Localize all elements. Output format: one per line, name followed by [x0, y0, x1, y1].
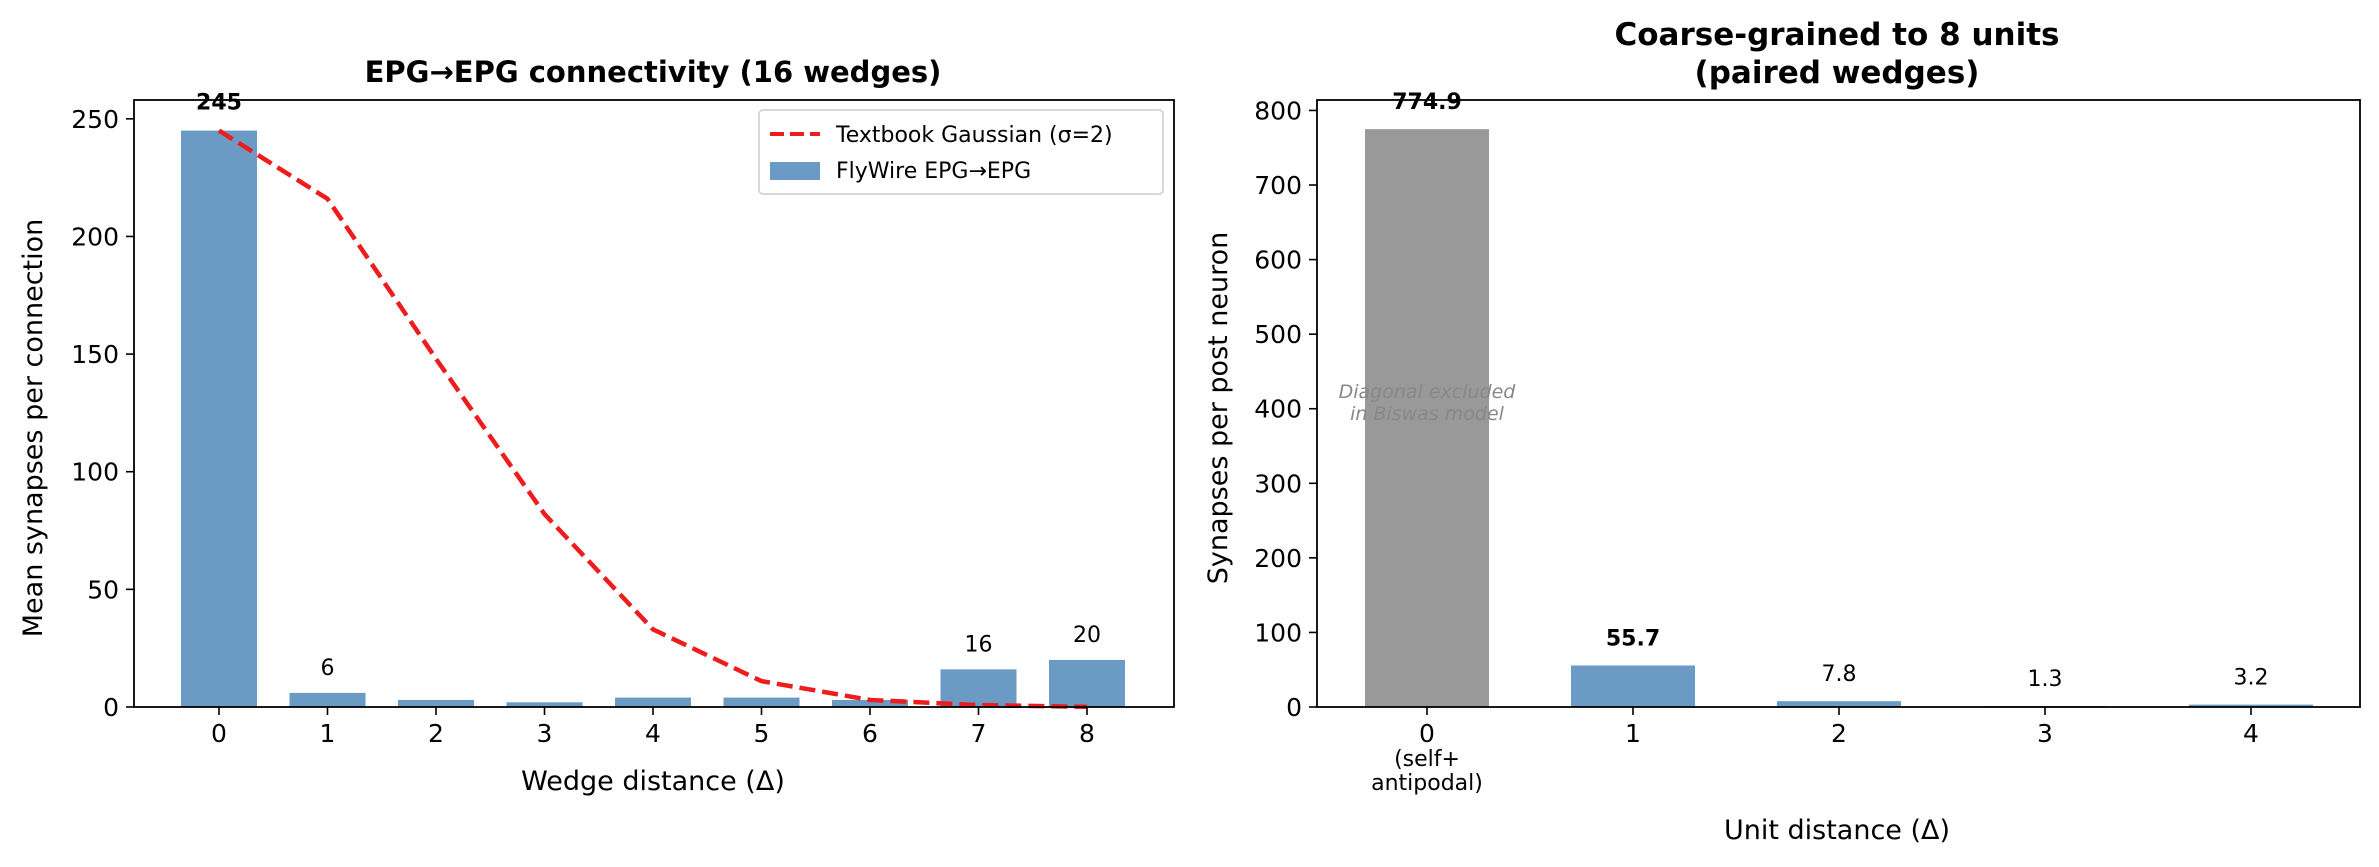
flywire-bar	[289, 692, 366, 707]
flywire-bar	[723, 697, 800, 707]
unit-bar	[2189, 704, 2313, 707]
flywire-bar	[940, 669, 1017, 707]
y-tick-label: 200	[1254, 544, 1302, 573]
bar-data-label: 6	[321, 656, 335, 681]
unit-bar	[1777, 701, 1901, 707]
right-y-axis-label: Synapses per post neuron	[1203, 232, 1234, 585]
x-tick-label: 2	[428, 719, 444, 748]
y-tick-label: 300	[1254, 469, 1302, 498]
flywire-bar	[181, 130, 257, 707]
left-legend: Textbook Gaussian (σ=2) FlyWire EPG→EPG	[758, 109, 1164, 195]
x-tick-label: 0 (self+ antipodal)	[1371, 719, 1483, 796]
bar-data-label: 55.7	[1606, 626, 1660, 651]
x-tick-label: 2	[1831, 719, 1847, 748]
unit-bar	[1571, 665, 1695, 707]
x-tick-label: 8	[1079, 719, 1095, 748]
x-tick-label: 1	[320, 719, 336, 748]
y-tick-label: 400	[1254, 395, 1302, 424]
legend-gaussian-label: Textbook Gaussian (σ=2)	[835, 123, 1113, 148]
bar-data-label: 20	[1073, 623, 1101, 648]
legend-flywire-swatch	[770, 162, 820, 180]
bar-data-label: 7.8	[1822, 662, 1857, 687]
unit-bar	[1365, 129, 1489, 708]
y-tick-label: 200	[71, 222, 119, 251]
legend-frame	[758, 109, 1164, 195]
y-tick-label: 600	[1254, 246, 1302, 275]
x-tick-label: 5	[754, 719, 770, 748]
x-tick-label: 3	[2037, 719, 2053, 748]
flywire-bar	[1049, 659, 1125, 707]
x-tick-label: 4	[645, 719, 661, 748]
right-x-axis-label: Unit distance (Δ)	[1724, 815, 1950, 846]
y-tick-label: 100	[1254, 618, 1302, 647]
flywire-bar	[832, 699, 908, 707]
gaussian-series-line	[217, 128, 1088, 710]
y-tick-label: 500	[1254, 320, 1302, 349]
left-axes-frame	[133, 99, 1175, 708]
x-tick-label: 7	[971, 719, 987, 748]
left-chart-title: EPG→EPG connectivity (16 wedges)	[365, 55, 942, 89]
flywire-bar	[506, 702, 583, 707]
x-tick-label: 4	[2243, 719, 2259, 748]
x-tick-label: 6	[862, 719, 878, 748]
y-tick-label: 50	[87, 575, 119, 604]
x-tick-label: 3	[537, 719, 553, 748]
bar-data-label: 245	[196, 91, 242, 116]
left-x-axis-label: Wedge distance (Δ)	[521, 766, 785, 797]
right-plot-area: 774.955.77.8 1.3 3.20 (self+ antipodal)1 2 3 40…	[1254, 90, 2361, 796]
right-chart-title: Coarse-grained to 8 units (paired wedges)	[1614, 17, 2059, 91]
bar-data-label: 3.2	[2234, 666, 2269, 691]
flywire-bar	[398, 699, 474, 707]
bar-data-label: 16	[965, 632, 993, 657]
y-tick-label: 700	[1254, 171, 1302, 200]
bar-data-label: 1.3	[2028, 667, 2063, 692]
x-tick-label: 1	[1625, 719, 1641, 748]
legend-flywire-label: FlyWire EPG→EPG	[836, 159, 1031, 184]
right-annotation: Diagonal excluded in Biswas model	[1339, 381, 1517, 425]
x-tick-label: 0	[211, 719, 227, 748]
y-tick-label: 150	[71, 340, 119, 369]
y-tick-label: 0	[103, 693, 119, 722]
bar-data-label: 774.9	[1392, 90, 1462, 115]
left-y-axis-label: Mean synapses per connection	[18, 219, 49, 638]
flywire-bar	[615, 697, 691, 707]
y-tick-label: 250	[71, 105, 119, 134]
y-tick-label: 800	[1254, 96, 1302, 125]
right-chart-panel: Coarse-grained to 8 units (paired wedges)…	[1203, 17, 2361, 846]
y-tick-label: 0	[1286, 693, 1302, 722]
y-tick-label: 100	[71, 458, 119, 487]
